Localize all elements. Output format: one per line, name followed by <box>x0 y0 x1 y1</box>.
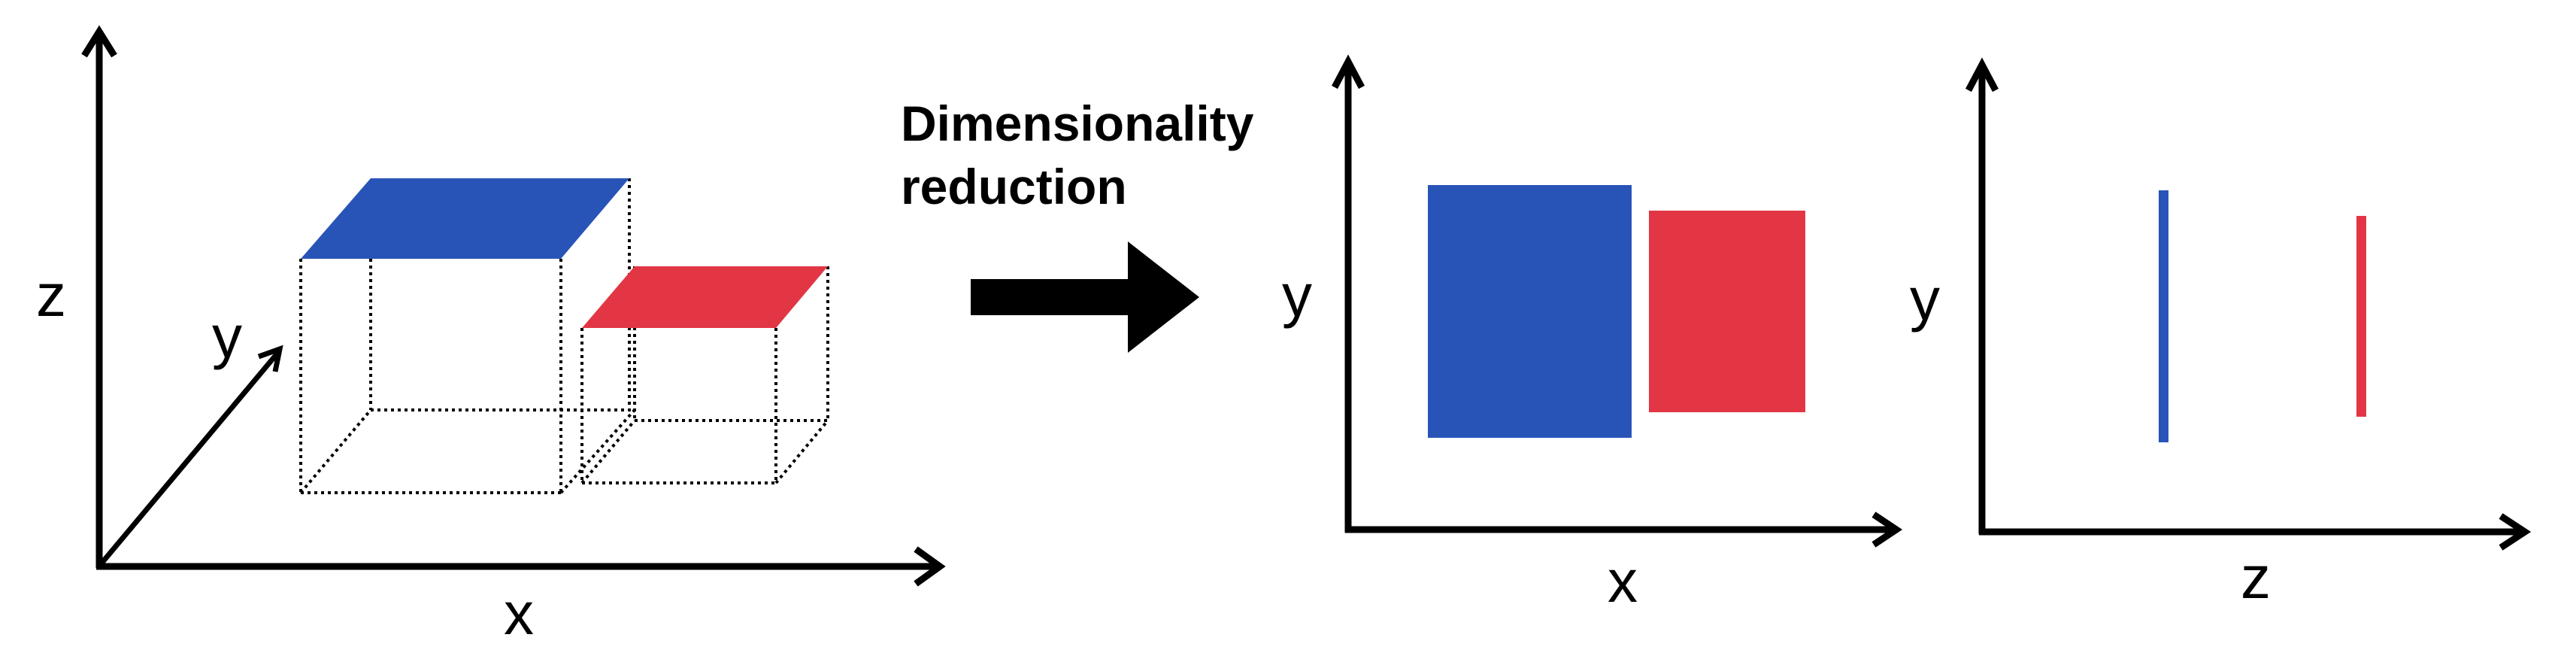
panel-xy: y x <box>1282 54 1903 615</box>
blue-line-segment <box>2159 190 2168 442</box>
caption-line-1: Dimensionality <box>901 96 1254 151</box>
x-axis-arrowhead <box>914 546 946 587</box>
panel-zy: y z <box>1910 57 2532 611</box>
y-axis <box>98 348 282 566</box>
x-axis-label: x <box>1608 548 1638 615</box>
x-axis-label: x <box>504 580 534 647</box>
red-rectangle <box>1649 211 1805 412</box>
red-line-segment <box>2356 216 2366 417</box>
red-box-3d <box>580 266 829 484</box>
x-axis-label: z <box>2241 544 2271 611</box>
y-axis-label: y <box>1282 262 1312 329</box>
blue-rectangle <box>1428 185 1632 438</box>
y-axis-arrowhead <box>257 345 283 372</box>
y-axis-arrowhead <box>1332 54 1365 90</box>
x-axis-arrowhead <box>2499 513 2532 551</box>
red-top-face <box>582 266 828 328</box>
panel-3d: z y x <box>36 25 946 647</box>
z-axis-arrowhead <box>81 25 117 58</box>
y-axis-label: y <box>212 303 242 370</box>
transform-arrow-icon <box>971 241 1199 353</box>
blue-top-face <box>301 178 629 259</box>
blue-box-3d <box>299 178 636 494</box>
x-axis-arrowhead <box>1871 512 1903 548</box>
y-axis-label: y <box>1910 266 1940 332</box>
caption-line-2: reduction <box>901 159 1127 214</box>
y-axis-arrowhead <box>1965 57 1999 93</box>
z-axis-label: z <box>36 262 66 329</box>
